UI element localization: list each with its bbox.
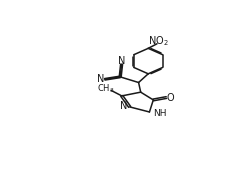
Text: O: O [166, 93, 173, 102]
Text: N: N [117, 56, 125, 66]
Text: CH$_3$: CH$_3$ [97, 82, 114, 95]
Text: N: N [97, 74, 104, 84]
Text: NH: NH [153, 109, 166, 118]
Text: NO$_2$: NO$_2$ [147, 34, 167, 48]
Text: N: N [119, 101, 127, 111]
